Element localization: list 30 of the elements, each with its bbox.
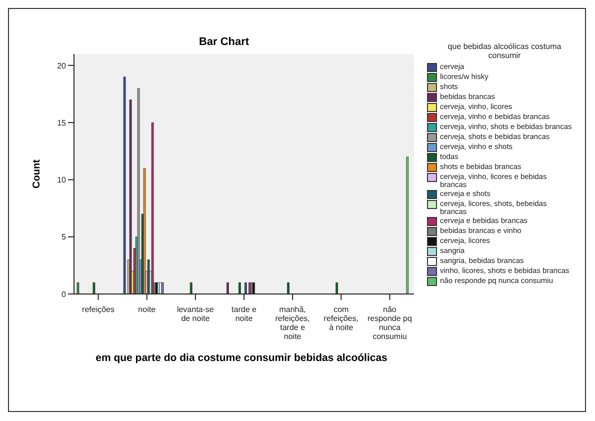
y-tick-label: 10 <box>57 176 67 185</box>
x-tick-label: manhã, refeições, tarde e noite <box>275 305 310 341</box>
x-axis-title: em que parte do dia costume consumir bebidas alcoólicas <box>94 352 388 364</box>
bar <box>123 76 126 294</box>
bar <box>238 282 241 294</box>
y-tick-label: 0 <box>62 290 67 299</box>
bar <box>244 282 247 294</box>
legend-title: que bebidas alcoólicas costuma consumir <box>446 42 562 60</box>
y-tick-label: 15 <box>57 118 67 128</box>
bar <box>92 282 96 294</box>
bar <box>226 282 229 294</box>
x-tick-label: tarde e noite <box>232 305 258 323</box>
x-tick-label: noite <box>138 305 156 314</box>
x-tick-label: levanta-se de noite <box>176 305 214 323</box>
bar <box>287 282 290 294</box>
x-tick-label: não responde pq nunca consumiu <box>367 305 412 341</box>
bar <box>143 168 146 294</box>
chart-title: Bar Chart <box>198 36 250 48</box>
bar <box>406 156 409 294</box>
bar <box>190 282 192 294</box>
x-tick-label: com refeições, à noite <box>324 305 358 332</box>
bar <box>76 282 80 294</box>
y-axis-title: Count <box>32 158 43 188</box>
x-tick-label: refeições <box>82 305 115 314</box>
y-tick-label: 5 <box>62 232 67 242</box>
y-tick-label: 20 <box>57 61 67 70</box>
bar <box>137 88 140 294</box>
bar <box>151 122 154 294</box>
bar <box>129 100 132 294</box>
bar <box>336 282 338 294</box>
